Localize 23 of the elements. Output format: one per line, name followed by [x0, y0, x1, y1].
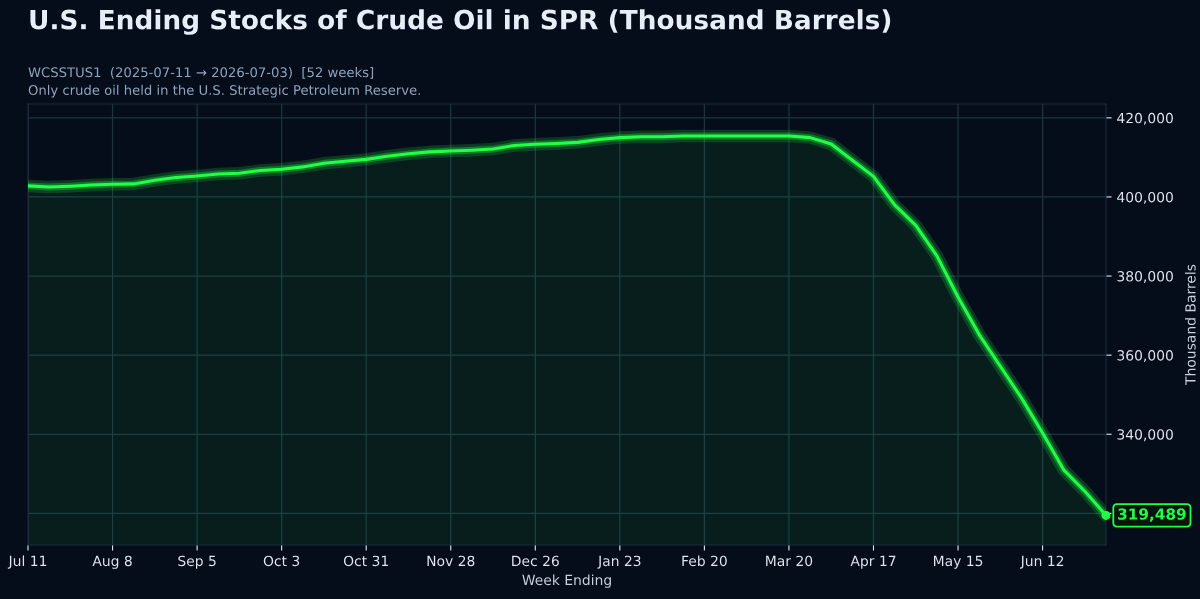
x-tick-label: Apr 17 [850, 555, 896, 569]
y-tick-label: 360,000 [1117, 350, 1173, 363]
annotation: 319,489 [1118, 508, 1186, 522]
x-axis-title: Week Ending [522, 574, 611, 588]
chart-title: U.S. Ending Stocks of Crude Oil in SPR (Thousand Barrels) [30, 9, 891, 35]
y-tick-label: 420,000 [1117, 112, 1173, 125]
x-tick-label: Oct 3 [263, 555, 300, 567]
x-tick-label: Nov 28 [427, 555, 475, 567]
y-tick-label: 380,000 [1117, 271, 1173, 283]
x-tick-label: Jun 12 [1019, 555, 1064, 569]
y-tick-label: 340,000 [1117, 429, 1173, 442]
x-tick-label: Jan 23 [597, 555, 641, 569]
x-tick-label: Oct 31 [343, 555, 388, 567]
x-tick-label: Jul 11 [7, 555, 47, 569]
x-tick-label: Feb 20 [682, 555, 727, 567]
x-tick-label: May 15 [934, 555, 983, 569]
chart-subtitle: WCSSTUS1 (2025-07-11 → 2026-07-03) [52 weeks] Only crude oil held in the U.S. Strategic Petroleum Reserve. [28, 67, 420, 98]
y-tick-label: 400,000 [1117, 191, 1173, 204]
x-tick-label: Dec 26 [512, 555, 559, 567]
x-tick-label: Aug 8 [92, 555, 132, 569]
x-tick-label: Mar 20 [766, 555, 813, 567]
y-axis-title: Thousand Barrels [1184, 264, 1196, 385]
x-tick-label: Sep 5 [178, 555, 216, 569]
